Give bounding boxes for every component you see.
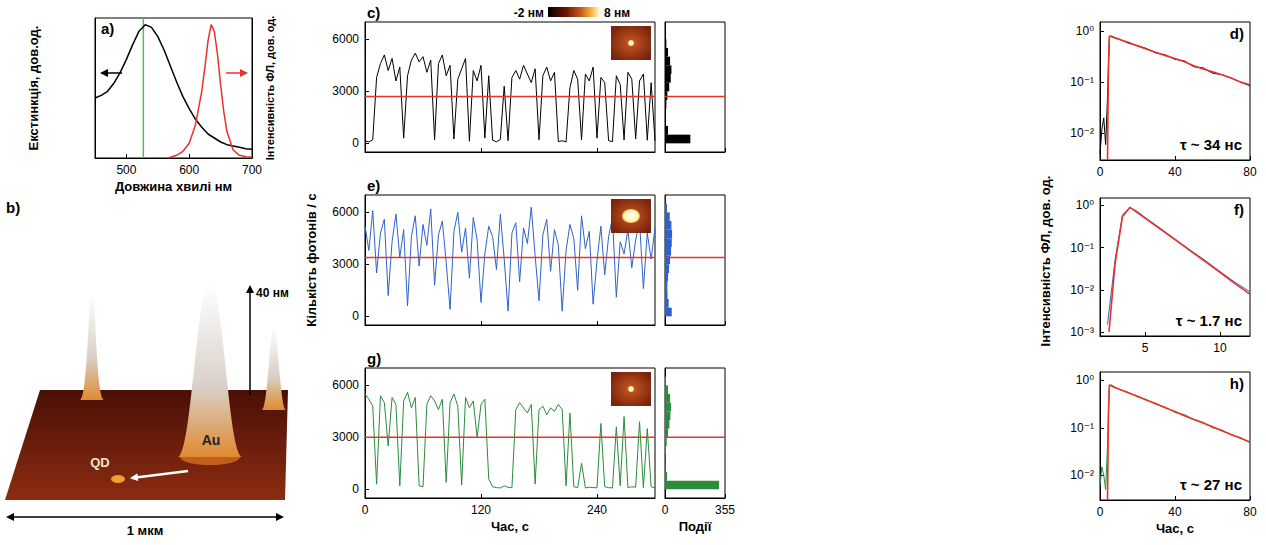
svg-text:3000: 3000 [332,430,359,444]
svg-text:0: 0 [1097,505,1104,519]
svg-text:10⁻³: 10⁻³ [1070,325,1094,339]
svg-text:0: 0 [352,482,359,496]
svg-text:40 нм: 40 нм [256,286,289,300]
svg-text:10⁻²: 10⁻² [1070,283,1094,297]
svg-text:0: 0 [1097,165,1104,179]
svg-text:10⁻²: 10⁻² [1070,126,1094,140]
svg-text:Au: Au [202,432,221,448]
svg-text:Екстинкція, дов.од.: Екстинкція, дов.од. [26,26,41,151]
svg-text:Довжина хвилі нм: Довжина хвилі нм [115,179,232,194]
svg-text:e): e) [367,177,380,194]
svg-text:b): b) [6,199,20,216]
svg-text:700: 700 [242,163,262,177]
svg-text:0: 0 [352,309,359,323]
svg-text:Події: Події [679,519,712,534]
svg-text:10⁻¹: 10⁻¹ [1070,421,1094,435]
svg-text:5: 5 [1142,341,1149,355]
svg-text:10: 10 [1213,341,1227,355]
svg-text:500: 500 [116,163,136,177]
svg-text:f): f) [1234,201,1244,218]
svg-text:6000: 6000 [332,378,359,392]
svg-text:600: 600 [179,163,199,177]
svg-text:6000: 6000 [332,32,359,46]
svg-text:10⁻¹: 10⁻¹ [1070,241,1094,255]
svg-text:a): a) [101,20,114,37]
svg-text:0: 0 [362,503,369,517]
svg-text:g): g) [367,350,381,367]
svg-text:τ ~ 1.7 нс: τ ~ 1.7 нс [1176,312,1242,329]
svg-text:h): h) [1230,375,1244,392]
svg-text:Час, с: Час, с [491,519,529,534]
svg-text:80: 80 [1243,165,1257,179]
svg-text:0: 0 [662,503,669,517]
svg-text:10⁻²: 10⁻² [1070,468,1094,482]
svg-text:0: 0 [352,136,359,150]
svg-text:240: 240 [587,503,607,517]
svg-text:1 мкм: 1 мкм [127,523,164,538]
svg-text:10⁻¹: 10⁻¹ [1070,75,1094,89]
svg-text:10⁰: 10⁰ [1076,24,1094,38]
svg-text:355: 355 [715,503,735,517]
svg-text:10⁰: 10⁰ [1076,373,1094,387]
svg-text:8 нм: 8 нм [604,6,630,20]
svg-text:d): d) [1230,25,1244,42]
svg-text:Інтенсивність ФЛ, дов. од.: Інтенсивність ФЛ, дов. од. [264,16,276,161]
svg-text:c): c) [367,4,380,21]
svg-text:3000: 3000 [332,257,359,271]
svg-text:τ ~ 34 нс: τ ~ 34 нс [1180,136,1242,153]
svg-text:80: 80 [1243,505,1257,519]
svg-text:40: 40 [1168,165,1182,179]
svg-text:Кількість фотонів / с: Кількість фотонів / с [304,193,319,327]
svg-text:10⁰: 10⁰ [1076,198,1094,212]
svg-text:τ ~ 27 нс: τ ~ 27 нс [1180,476,1242,493]
svg-text:120: 120 [471,503,491,517]
svg-text:Час, с: Час, с [1156,521,1194,536]
svg-text:40: 40 [1168,505,1182,519]
svg-text:-2 нм: -2 нм [514,6,544,20]
svg-text:3000: 3000 [332,84,359,98]
svg-text:QD: QD [90,455,110,470]
svg-text:Інтенсивність ФЛ, дов. од.: Інтенсивність ФЛ, дов. од. [1038,176,1053,347]
svg-text:6000: 6000 [332,205,359,219]
